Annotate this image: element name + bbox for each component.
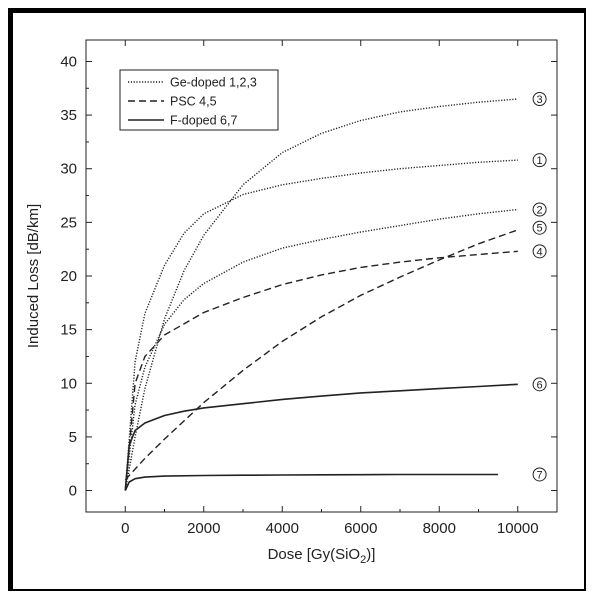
legend-label: Ge-doped 1,2,3 <box>170 76 257 90</box>
curve-label-circle-5 <box>532 220 547 235</box>
series-layer <box>124 98 519 491</box>
series-line-3 <box>124 98 518 491</box>
x-tick-label: 2000 <box>187 520 220 537</box>
series-line-5 <box>124 229 519 481</box>
y-tick-label: 20 <box>60 268 77 285</box>
x-axis-title: Dose [Gy(SiO2)] <box>268 546 376 566</box>
series-line-1 <box>124 159 518 491</box>
y-tick-label: 0 <box>69 483 77 500</box>
curve-labels: 3 1 2 5 4 6 7 <box>532 92 547 482</box>
curve-label-circle-2 <box>532 202 547 217</box>
series-line-6 <box>124 383 518 491</box>
curve-label-5: 5 <box>537 223 543 235</box>
curve-label-2: 2 <box>537 204 543 216</box>
series-line-7 <box>124 473 499 491</box>
y-tick-label: 40 <box>60 53 77 70</box>
y-tick-label: 30 <box>60 161 77 178</box>
x-axis-ticks: 0 2000 4000 6000 8000 10000 <box>85 40 558 537</box>
legend-label: PSC 4,5 <box>170 95 217 109</box>
curve-label-3: 3 <box>537 94 543 106</box>
x-tick-label: 6000 <box>344 520 377 537</box>
y-tick-label: 15 <box>60 322 77 339</box>
curve-label-circle-4 <box>532 244 547 259</box>
curve-label-6: 6 <box>537 379 543 391</box>
y-axis-title: Induced Loss [dB/km] <box>25 204 42 348</box>
series-line-2 <box>124 208 518 491</box>
series-line-4 <box>124 250 518 491</box>
y-tick-label: 25 <box>60 214 77 231</box>
y-tick-label: 35 <box>60 107 77 124</box>
curve-label-4: 4 <box>537 246 543 258</box>
x-tick-label: 4000 <box>266 520 299 537</box>
curve-label-circle-6 <box>532 377 547 392</box>
legend: Ge-doped 1,2,3 PSC 4,5 F-doped 6,7 <box>119 69 279 131</box>
curve-label-circle-1 <box>532 153 547 168</box>
curve-label-7: 7 <box>537 469 543 481</box>
curve-label-circle-7 <box>532 467 547 482</box>
x-tick-label: 8000 <box>423 520 456 537</box>
curve-label-1: 1 <box>537 155 543 167</box>
curve-label-circle-3 <box>532 92 547 106</box>
figure-frame <box>8 8 586 591</box>
y-tick-label: 5 <box>69 429 77 446</box>
y-tick-label: 10 <box>60 375 77 392</box>
x-tick-label: 10000 <box>497 520 539 537</box>
x-tick-label: 0 <box>121 520 129 537</box>
legend-label: F-doped 6,7 <box>170 114 237 128</box>
